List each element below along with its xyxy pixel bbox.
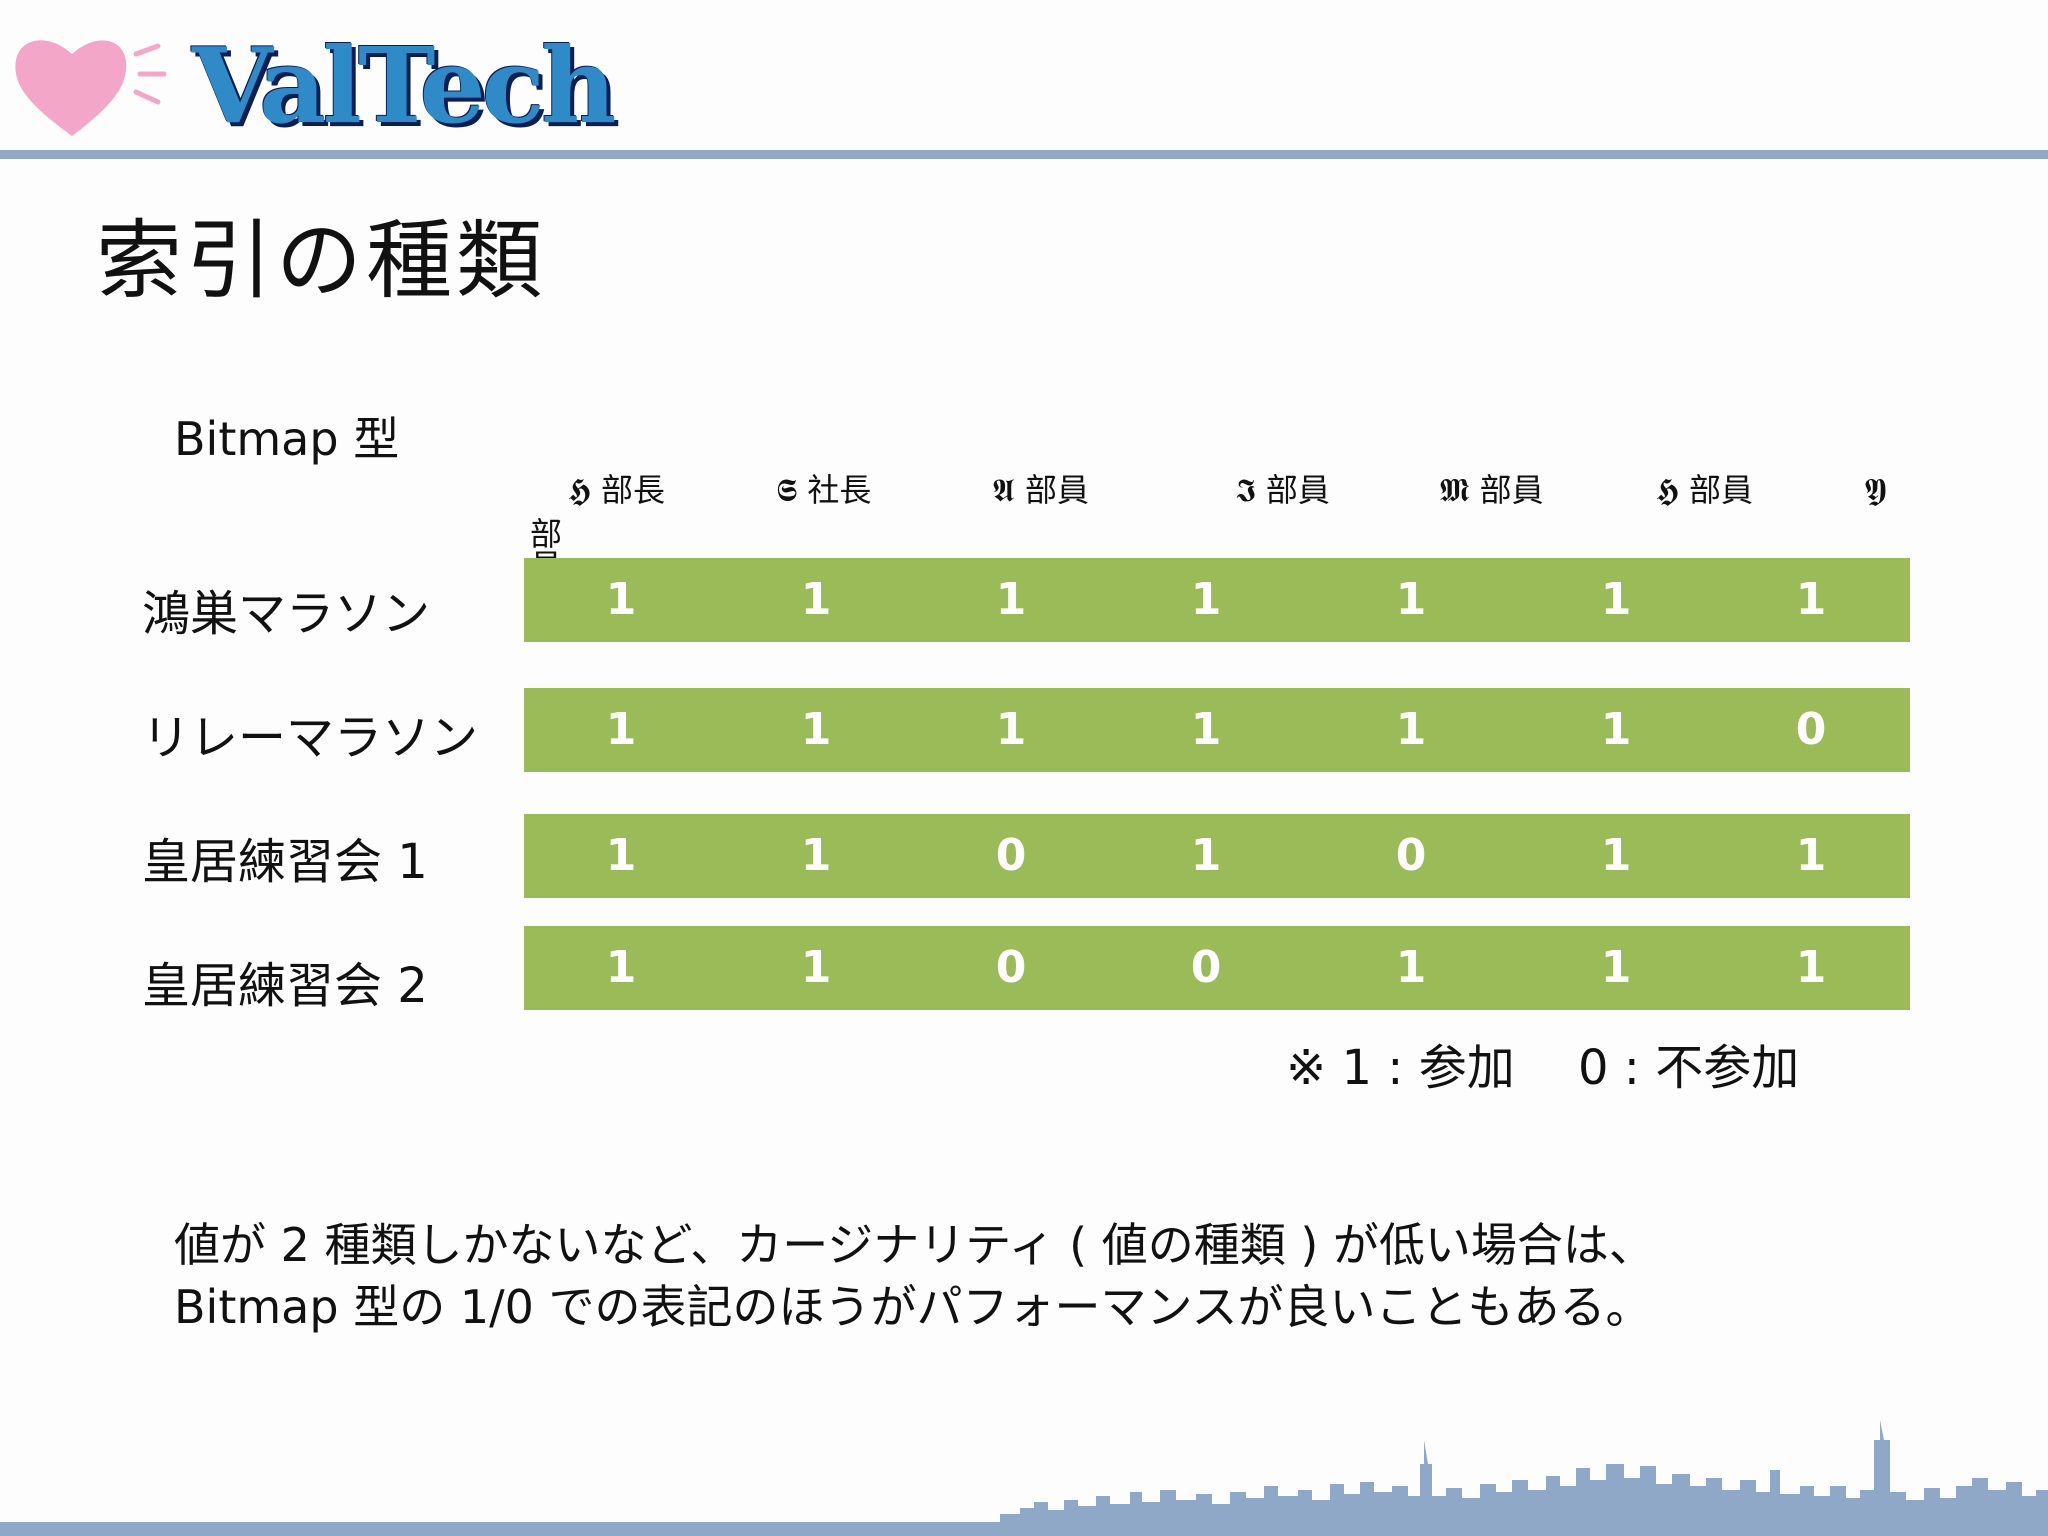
heart-icon (15, 40, 167, 136)
bitmap-cell: 1 (1395, 942, 1427, 993)
column-header: 𝕳 部員 (1656, 471, 1753, 509)
bitmap-cell: 1 (1600, 574, 1632, 625)
bitmap-cell: 1 (800, 704, 832, 755)
bitmap-cell: 1 (800, 574, 832, 625)
bitmap-row: 1 1 0 1 0 1 1 (524, 814, 1910, 898)
bitmap-cell: 1 (1795, 574, 1827, 625)
row-label: リレーマラソン (142, 710, 479, 766)
bitmap-cell: 1 (1190, 830, 1222, 881)
note-line: Bitmap 型の 1/0 での表記のほうがパフォーマンスが良いこともある。 (174, 1280, 1652, 1334)
column-header: 𝕴 部員 (1236, 471, 1330, 509)
header-divider (0, 150, 2048, 159)
bitmap-cell: 1 (800, 942, 832, 993)
bitmap-cell: 1 (1395, 574, 1427, 625)
bitmap-cell: 1 (1190, 574, 1222, 625)
header: ValTech (0, 0, 2048, 160)
bitmap-cell: 1 (1795, 942, 1827, 993)
bitmap-cell: 0 (1190, 942, 1222, 993)
bitmap-cell: 1 (1600, 942, 1632, 993)
bitmap-cell: 1 (1795, 830, 1827, 881)
row-label: 鴻巣マラソン (142, 586, 431, 642)
bitmap-cell: 1 (605, 942, 637, 993)
footer-divider (0, 1522, 2048, 1536)
note-line: 値が 2 種類しかないなど、カージナリティ ( 値の種類 ) が低い場合は、 (174, 1218, 1655, 1272)
bitmap-cell: 0 (1795, 704, 1827, 755)
legend-text: ※ 1 : 参加 0 : 不参加 (1286, 1040, 1800, 1096)
bitmap-row: 1 1 1 1 1 1 1 (524, 558, 1910, 642)
bitmap-cell: 1 (1600, 830, 1632, 881)
bitmap-cell: 0 (995, 830, 1027, 881)
bitmap-row: 1 1 0 0 1 1 1 (524, 926, 1910, 1010)
bitmap-cell: 1 (800, 830, 832, 881)
bitmap-cell: 1 (605, 704, 637, 755)
company-logo: ValTech (192, 24, 617, 147)
bitmap-cell: 1 (1190, 704, 1222, 755)
bitmap-cell: 1 (1395, 704, 1427, 755)
column-header: 𝕾 社長 (776, 471, 872, 509)
column-header: 𝕬 部員 (992, 471, 1089, 509)
bitmap-cell: 0 (995, 942, 1027, 993)
bitmap-cell: 1 (1600, 704, 1632, 755)
bitmap-cell: 1 (995, 574, 1027, 625)
column-header: 𝕸 部員 (1440, 471, 1544, 509)
city-skyline-icon (1000, 1420, 2048, 1524)
page-title: 索引の種類 (96, 211, 546, 311)
row-label: 皇居練習会 1 (142, 834, 428, 890)
bitmap-cell: 1 (605, 830, 637, 881)
bitmap-row: 1 1 1 1 1 1 0 (524, 688, 1910, 772)
section-label: Bitmap 型 (174, 412, 400, 466)
column-header: 𝖄 (1864, 471, 1887, 509)
row-label: 皇居練習会 2 (142, 958, 428, 1014)
bitmap-cell: 1 (995, 704, 1027, 755)
bitmap-cell: 1 (605, 574, 637, 625)
bitmap-cell: 0 (1395, 830, 1427, 881)
column-header: 𝕳 部長 (568, 471, 665, 509)
